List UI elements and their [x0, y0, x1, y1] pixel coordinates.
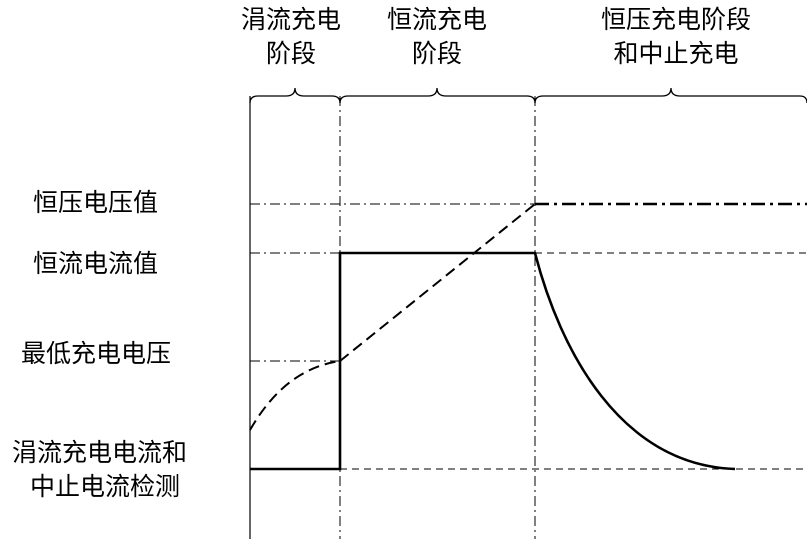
- phase-label-trickle: 涓流充电 阶段: [216, 3, 366, 71]
- brace-cc-phase: [339, 87, 536, 104]
- label-min-voltage: 最低充电电压: [21, 339, 172, 368]
- voltage-curve-trickle: [249, 360, 341, 431]
- phase-label-trickle-line1: 涓流充电: [240, 5, 341, 34]
- phase-label-cc-line2: 阶段: [411, 39, 462, 68]
- phase-label-trickle-line2: 阶段: [265, 39, 316, 68]
- label-trickle-current-line1: 涓流充电电流和: [12, 438, 188, 467]
- label-trickle-current: 涓流充电电流和 中止电流检测: [12, 436, 187, 504]
- phase-label-cv-line1: 恒压充电阶段: [600, 5, 751, 34]
- label-trickle-current-line2: 中止电流检测: [30, 472, 181, 501]
- phase-label-cv: 恒压充电阶段 和中止充电: [581, 3, 771, 71]
- current-curve: [250, 251, 736, 471]
- phase-label-cv-line2: 和中止充电: [613, 39, 739, 68]
- label-cv-voltage: 恒压电压值: [33, 188, 159, 217]
- phase-label-cc: 恒流充电 阶段: [362, 3, 512, 71]
- voltage-curve-cc: [339, 203, 536, 362]
- brace-trickle-phase: [249, 87, 341, 104]
- phase-label-cc-line1: 恒流充电: [386, 5, 487, 34]
- label-cc-current: 恒流电流值: [33, 249, 159, 278]
- brace-cv-phase: [534, 87, 807, 104]
